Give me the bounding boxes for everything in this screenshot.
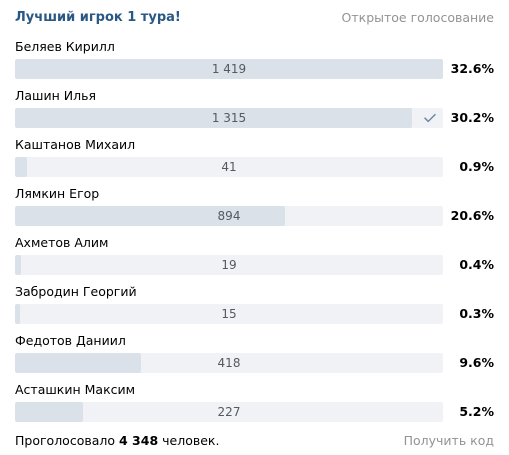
option-bar-fill	[15, 402, 83, 422]
option-label: Беляев Кирилл	[15, 39, 115, 54]
option-label: Лашин Илья	[15, 88, 96, 103]
poll-title: Лучший игрок 1 тура!	[15, 10, 181, 25]
option-label: Каштанов Михаил	[15, 137, 136, 152]
option-bar-track[interactable]: 894	[15, 206, 443, 226]
option-vote-count: 1 419	[211, 62, 247, 76]
option-bar-track[interactable]: 41	[15, 157, 443, 177]
voted-suffix: человек.	[158, 433, 220, 448]
option-label: Асташкин Максим	[15, 382, 136, 397]
option-vote-count: 227	[217, 405, 241, 419]
poll-option[interactable]: Лашин Илья 1 315 30.2%	[15, 88, 494, 132]
option-percent: 30.2%	[450, 110, 494, 125]
option-percent: 0.4%	[459, 257, 494, 272]
poll-header: Лучший игрок 1 тура! Открытое голосовани…	[15, 8, 494, 28]
option-bar-track[interactable]: 19	[15, 255, 443, 275]
option-bar-track[interactable]: 227	[15, 402, 443, 422]
get-code-link[interactable]: Получить код	[403, 433, 494, 448]
option-label: Ахметов Алим	[15, 235, 109, 250]
option-bar-fill	[15, 59, 443, 79]
option-vote-count: 894	[217, 209, 241, 223]
option-percent: 32.6%	[450, 61, 494, 76]
option-bar-track[interactable]: 15	[15, 304, 443, 324]
option-bar-track[interactable]: 1 419	[15, 59, 443, 79]
option-vote-count: 19	[221, 258, 237, 272]
option-percent: 0.9%	[459, 159, 494, 174]
option-bar-fill	[15, 304, 20, 324]
option-vote-count: 418	[217, 356, 241, 370]
poll-option[interactable]: Федотов Даниил 418 9.6%	[15, 333, 494, 377]
option-vote-count: 41	[221, 160, 237, 174]
poll-option[interactable]: Ахметов Алим 19 0.4%	[15, 235, 494, 279]
option-label: Забродин Георгий	[15, 284, 137, 299]
poll-type-label: Открытое голосование	[341, 10, 494, 25]
option-label: Лямкин Егор	[15, 186, 100, 201]
option-bar-fill	[15, 255, 21, 275]
option-percent: 0.3%	[459, 306, 494, 321]
voted-summary: Проголосовало 4 348 человек.	[15, 433, 219, 448]
option-bar-fill	[15, 157, 27, 177]
option-percent: 20.6%	[450, 208, 494, 223]
option-percent: 5.2%	[459, 404, 494, 419]
option-label: Федотов Даниил	[15, 333, 126, 348]
option-bar-fill	[15, 108, 412, 128]
voted-count: 4 348	[119, 433, 159, 448]
poll-option[interactable]: Беляев Кирилл 1 419 32.6%	[15, 39, 494, 83]
option-bar-fill	[15, 353, 141, 373]
poll-option[interactable]: Асташкин Максим 227 5.2%	[15, 382, 494, 426]
option-bar-track[interactable]: 1 315	[15, 108, 443, 128]
voted-prefix: Проголосовало	[15, 433, 119, 448]
option-vote-count: 15	[221, 307, 237, 321]
poll-option[interactable]: Каштанов Михаил 41 0.9%	[15, 137, 494, 181]
poll-footer: Проголосовало 4 348 человек. Получить ко…	[15, 433, 494, 449]
option-bar-fill	[15, 206, 285, 226]
option-vote-count: 1 315	[211, 111, 247, 125]
option-percent: 9.6%	[459, 355, 494, 370]
checkmark-icon	[424, 113, 436, 123]
option-bar-track[interactable]: 418	[15, 353, 443, 373]
poll-option[interactable]: Лямкин Егор 894 20.6%	[15, 186, 494, 230]
poll-option[interactable]: Забродин Георгий 15 0.3%	[15, 284, 494, 328]
